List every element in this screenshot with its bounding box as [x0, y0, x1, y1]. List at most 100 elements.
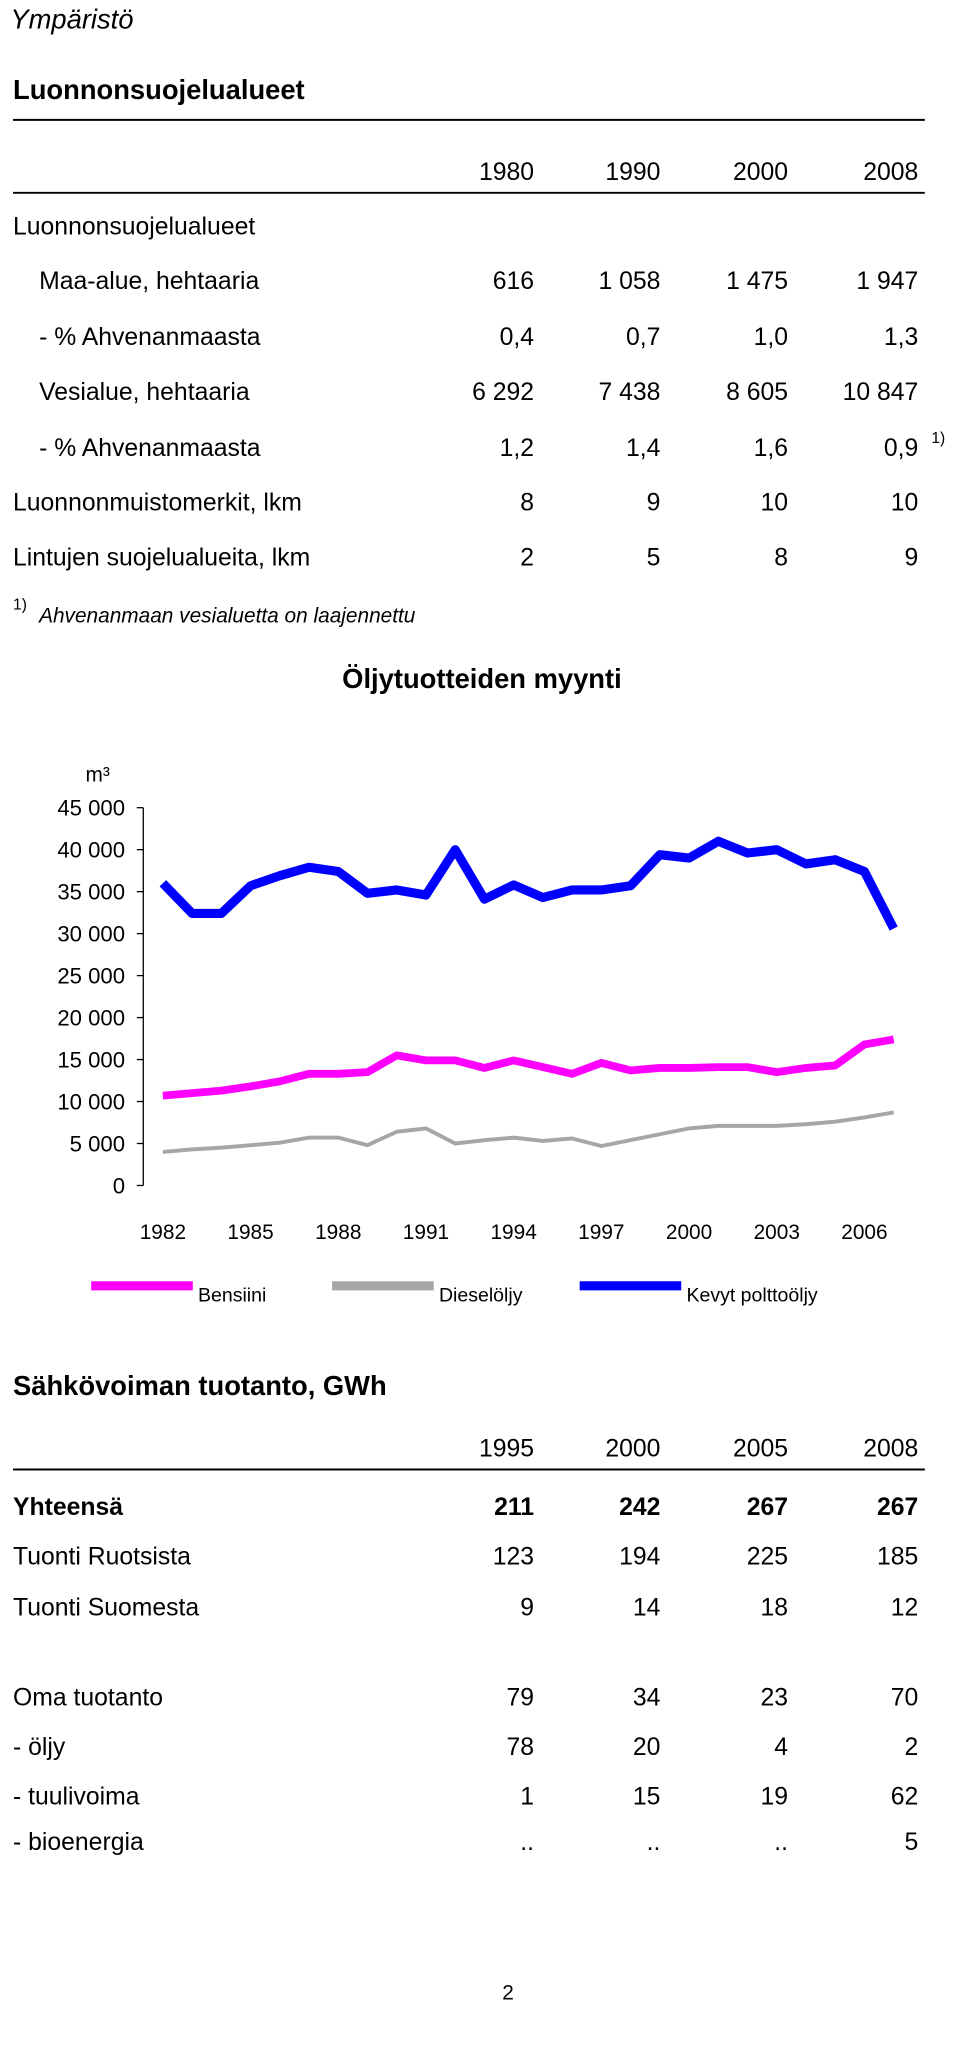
cell: 1 475 — [726, 268, 788, 295]
row-label: - bioenergia — [13, 1829, 144, 1856]
column-header: 2000 — [733, 159, 788, 186]
x-tick-label: 1994 — [490, 1221, 536, 1244]
y-axis-label: m³ — [86, 764, 110, 787]
y-tick-label: 20 000 — [57, 1005, 125, 1030]
cell: 616 — [493, 268, 534, 295]
x-tick-label: 1991 — [403, 1221, 449, 1244]
cell: 1 947 — [856, 268, 918, 295]
y-tick-label: 0 — [113, 1173, 125, 1198]
cell: 4 — [774, 1734, 788, 1761]
cell: 70 — [891, 1684, 919, 1711]
table1-title: Luonnonsuojelualueet — [13, 74, 305, 105]
cell: 9 — [647, 490, 661, 517]
cell: .. — [520, 1829, 534, 1856]
cell: 1 — [520, 1783, 534, 1810]
cell: 211 — [494, 1494, 534, 1521]
series-line — [162, 1035, 895, 1100]
series-line — [159, 836, 898, 931]
row-label: Maa-alue, hehtaaria — [39, 268, 259, 295]
chart-title: Öljytuotteiden myynti — [342, 663, 622, 694]
row-label: Tuonti Ruotsista — [13, 1544, 191, 1571]
cell: 10 — [891, 490, 919, 517]
cell: 10 — [761, 490, 789, 517]
cell: 8 — [774, 544, 788, 571]
cell: .. — [647, 1829, 661, 1856]
row-label: Yhteensä — [13, 1494, 123, 1521]
column-header: 1980 — [479, 159, 534, 186]
cell: 12 — [891, 1594, 919, 1621]
cell: 79 — [507, 1684, 535, 1711]
cell: 0,9 — [884, 435, 918, 462]
cell: 194 — [619, 1544, 661, 1571]
cell: 5 — [647, 544, 661, 571]
legend-label: Kevyt polttoöljy — [686, 1284, 817, 1306]
footnote-marker: 1) — [13, 597, 27, 614]
column-header: 1995 — [479, 1435, 534, 1462]
cell: 5 — [905, 1829, 919, 1856]
x-tick-label: 2003 — [754, 1221, 800, 1244]
footnote: Ahvenanmaan vesialuetta on laajennettu — [37, 605, 416, 628]
x-tick-label: 1997 — [578, 1221, 624, 1244]
row-label: - % Ahvenanmaasta — [39, 324, 261, 351]
cell: 1,0 — [754, 324, 788, 351]
y-tick-label: 40 000 — [57, 837, 125, 862]
legend-label: Dieselöljy — [439, 1284, 523, 1306]
cell: 23 — [761, 1684, 789, 1711]
cell: 1,2 — [500, 435, 534, 462]
cell: .. — [774, 1829, 788, 1856]
cell: 7 438 — [598, 379, 660, 406]
cell: 8 — [520, 490, 534, 517]
row-label: - % Ahvenanmaasta — [39, 435, 261, 462]
cell: 2 — [905, 1734, 919, 1761]
cell: 9 — [520, 1594, 534, 1621]
cell: 185 — [877, 1544, 918, 1571]
cell: 267 — [877, 1494, 918, 1521]
column-header: 2008 — [863, 1435, 918, 1462]
cell: 1,6 — [754, 435, 788, 462]
row-label: Luonnonsuojelualueet — [13, 213, 255, 240]
row-label: Tuonti Suomesta — [13, 1594, 199, 1621]
y-tick-label: 5 000 — [70, 1131, 125, 1156]
cell: 15 — [633, 1783, 661, 1810]
row-label: - öljy — [13, 1734, 66, 1761]
cell: 20 — [633, 1734, 661, 1761]
y-tick-label: 30 000 — [57, 921, 125, 946]
series-line — [162, 1110, 895, 1154]
cell: 6 292 — [472, 379, 534, 406]
cell: 62 — [891, 1783, 919, 1810]
row-label: Vesialue, hehtaaria — [39, 379, 250, 406]
y-tick-label: 10 000 — [57, 1089, 125, 1114]
cell: 0,4 — [500, 324, 535, 351]
cell: 19 — [761, 1783, 789, 1810]
page-number: 2 — [502, 1982, 514, 2005]
cell: 225 — [747, 1544, 788, 1571]
cell: 1,3 — [884, 324, 918, 351]
x-tick-label: 2000 — [666, 1221, 712, 1244]
cell: 123 — [493, 1544, 534, 1571]
cell: 242 — [619, 1494, 660, 1521]
cell: 78 — [507, 1734, 535, 1761]
column-header: 2005 — [733, 1435, 788, 1462]
x-tick-label: 1988 — [315, 1221, 361, 1244]
footnote-marker: 1) — [931, 430, 945, 447]
cell: 8 605 — [726, 379, 788, 406]
row-label: Lintujen suojelualueita, lkm — [13, 544, 310, 571]
cell: 1 058 — [598, 268, 660, 295]
y-tick-label: 15 000 — [57, 1047, 125, 1072]
column-header: 1990 — [605, 159, 660, 186]
cell: 18 — [761, 1594, 789, 1621]
row-label: - tuulivoima — [13, 1783, 140, 1810]
cell: 267 — [747, 1494, 788, 1521]
cell: 34 — [633, 1684, 661, 1711]
cell: 9 — [905, 544, 919, 571]
section-title: Ympäristö — [10, 4, 133, 35]
column-header: 2008 — [863, 159, 918, 186]
row-label: Oma tuotanto — [13, 1684, 163, 1711]
cell: 0,7 — [626, 324, 660, 351]
cell: 10 847 — [843, 379, 919, 406]
x-tick-label: 1985 — [227, 1221, 273, 1244]
y-tick-label: 45 000 — [57, 796, 125, 821]
column-header: 2000 — [605, 1435, 660, 1462]
x-tick-label: 2006 — [841, 1221, 887, 1244]
